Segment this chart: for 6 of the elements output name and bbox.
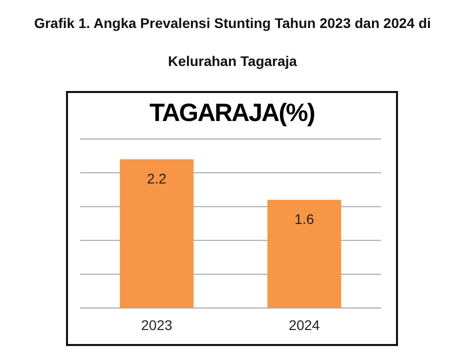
data-label: 1.6 (294, 210, 314, 227)
chart-title: Grafik 1. Angka Prevalensi Stunting Tahun 2023 dan 2024 di Kelurahan Tagaraja (34, 15, 431, 69)
chart-subtitle: TAGARAJA(%) (150, 99, 316, 127)
data-label: 2.2 (146, 170, 167, 186)
x-tick-label: 2023 (141, 317, 173, 333)
x-tick-label: 2024 (288, 317, 320, 333)
